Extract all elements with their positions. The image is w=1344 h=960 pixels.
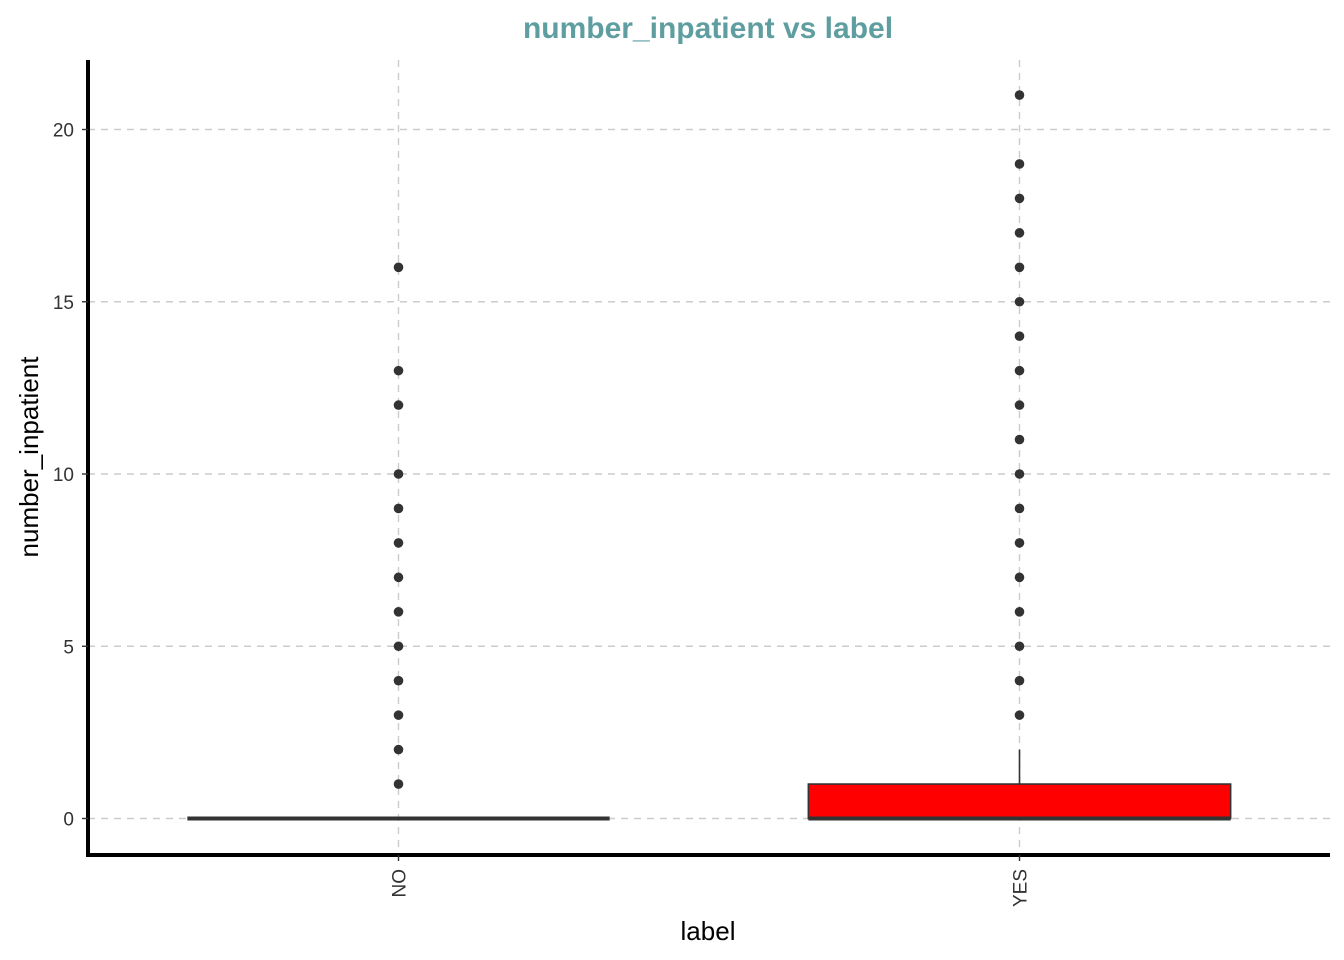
outlier-point [393,641,404,652]
outlier-point [1014,400,1025,410]
outlier-point [1014,607,1025,617]
y-tick-label: 10 [53,465,74,486]
outlier-point [393,400,404,410]
x-axis-title: label [681,916,736,946]
outlier-point [1014,159,1025,169]
y-tick-label: 20 [53,121,74,142]
outlier-point [393,538,404,548]
outlier-point [393,365,404,376]
outlier-point [1014,503,1025,514]
outlier-point [393,572,404,583]
outlier-point [393,607,404,617]
outlier-point [393,779,404,789]
outlier-point [393,744,404,755]
box-yes [807,783,1232,820]
outlier-point [393,675,404,686]
outlier-point [1014,538,1025,548]
y-tick-label: 15 [53,293,74,314]
grid-lines [88,60,1330,855]
y-axis-title: number_inpatient [14,356,44,558]
outlier-point [393,469,404,479]
outlier-point [1014,90,1025,100]
outlier-point [1014,710,1025,720]
outlier-point [1014,572,1025,583]
outlier-point [1014,365,1025,376]
box-layer [187,749,1232,821]
x-tick-label: YES [1011,869,1032,907]
outlier-point [1014,296,1025,307]
outlier-point [1014,675,1025,686]
outlier-point [393,503,404,514]
chart-title: number_inpatient vs label [523,12,893,45]
outlier-point [1014,193,1025,204]
outlier-layer [393,90,1025,789]
outlier-point [1014,228,1025,238]
y-tick-label: 0 [63,810,74,831]
outlier-point [1014,262,1025,273]
y-tick-label: 5 [63,637,74,658]
tick-labels: 0 5 10 15 20 NO YES [53,121,1032,908]
outlier-point [393,262,404,273]
outlier-point [1014,434,1025,445]
x-tick-label: NO [390,869,411,898]
axes [86,60,1330,857]
outlier-point [1014,469,1025,479]
outlier-point [1014,331,1025,342]
outlier-point [1014,641,1025,652]
outlier-point [393,710,404,720]
